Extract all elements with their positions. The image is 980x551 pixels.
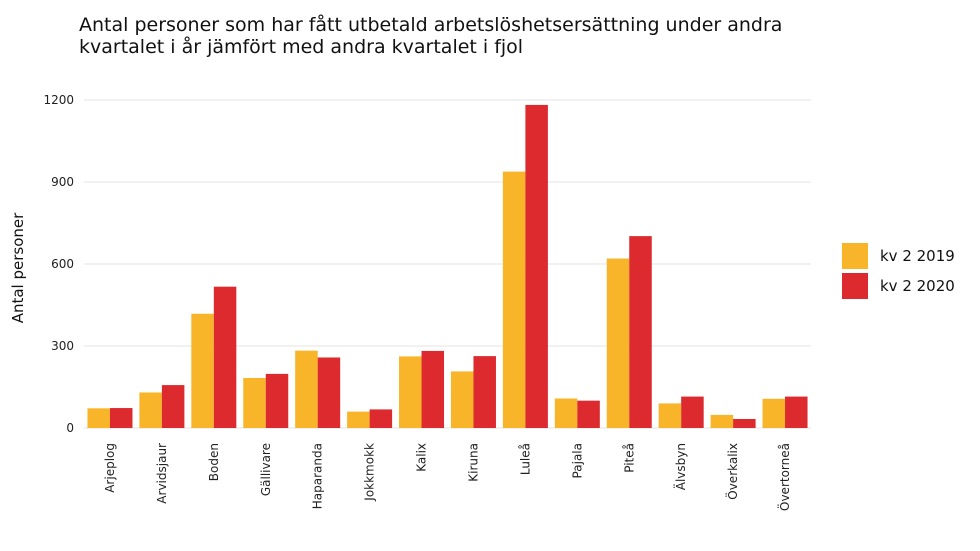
x-tick-label: Boden bbox=[207, 443, 221, 481]
chart-title: Antal personer som har fått utbetald arb… bbox=[79, 14, 839, 58]
bar-haparanda-2019 bbox=[295, 350, 318, 428]
bar-kiruna-2020 bbox=[473, 356, 496, 428]
x-tick-label: Arvidsjaur bbox=[155, 443, 169, 504]
legend-label: kv 2 2020 bbox=[880, 277, 955, 295]
bar-arvidsjaur-2019 bbox=[139, 392, 162, 428]
legend-label: kv 2 2019 bbox=[880, 247, 955, 265]
bar-gällivare-2020 bbox=[265, 373, 289, 428]
legend: kv 2 2019 kv 2 2020 bbox=[842, 243, 955, 299]
x-tick-label: Gällivare bbox=[259, 443, 273, 496]
bar-luleå-2019 bbox=[502, 171, 526, 428]
y-tick-label: 900 bbox=[51, 175, 74, 189]
x-tick-label: Kiruna bbox=[466, 443, 480, 482]
x-tick-label: Pajala bbox=[570, 443, 584, 478]
bar-kalix-2020 bbox=[421, 350, 445, 428]
chart-title-line-2: kvartalet i år jämfört med andra kvartal… bbox=[79, 36, 524, 58]
bar-piteå-2020 bbox=[629, 236, 652, 428]
legend-swatch bbox=[842, 243, 868, 269]
bar-arjeplog-2019 bbox=[87, 408, 110, 428]
x-tick-label: Luleå bbox=[518, 443, 532, 475]
x-tick-label: Kalix bbox=[415, 443, 429, 472]
bar-piteå-2019 bbox=[606, 258, 630, 428]
bar-älvsbyn-2020 bbox=[681, 396, 704, 428]
bar-överkalix-2020 bbox=[733, 418, 756, 428]
bar-pajala-2020 bbox=[577, 400, 600, 428]
bar-kalix-2019 bbox=[399, 356, 422, 428]
x-tick-label: Överkalix bbox=[724, 443, 740, 500]
x-axis-ticks: Arjeplog Arvidsjaur Boden Gällivare Haparand… bbox=[103, 443, 792, 511]
bar-luleå-2020 bbox=[525, 104, 548, 429]
y-tick-label: 300 bbox=[51, 339, 74, 353]
x-tick-label: Älvsbyn bbox=[673, 443, 688, 490]
bar-boden-2020 bbox=[213, 286, 237, 428]
bar-älvsbyn-2019 bbox=[658, 403, 682, 428]
bar-gällivare-2019 bbox=[243, 377, 266, 428]
bar-pajala-2019 bbox=[554, 398, 578, 428]
x-tick-label: Haparanda bbox=[311, 443, 325, 509]
legend-swatch bbox=[842, 273, 868, 299]
x-tick-label: Övertorneå bbox=[776, 443, 792, 511]
x-tick-label: Jokkmokk bbox=[363, 443, 377, 502]
bar-haparanda-2020 bbox=[317, 357, 341, 428]
x-tick-label: Piteå bbox=[622, 443, 636, 473]
x-tick-label: Arjeplog bbox=[103, 443, 117, 493]
bar-arvidsjaur-2020 bbox=[161, 385, 185, 428]
bar-jokkmokk-2019 bbox=[347, 411, 370, 428]
bar-arjeplog-2020 bbox=[109, 408, 133, 428]
y-axis-label: Antal personer bbox=[9, 212, 27, 323]
bars bbox=[87, 104, 808, 429]
bar-kiruna-2019 bbox=[450, 371, 474, 428]
bar-övertorneå-2019 bbox=[762, 398, 786, 428]
y-axis-ticks: 0 300 600 900 1200 bbox=[43, 93, 74, 435]
bar-överkalix-2019 bbox=[710, 414, 734, 428]
y-tick-label: 600 bbox=[51, 257, 74, 271]
bar-boden-2019 bbox=[191, 313, 214, 428]
y-tick-label: 1200 bbox=[43, 93, 74, 107]
bar-jokkmokk-2020 bbox=[369, 409, 393, 428]
chart-title-line-1: Antal personer som har fått utbetald arb… bbox=[79, 14, 783, 36]
y-tick-label: 0 bbox=[66, 421, 74, 435]
bar-övertorneå-2020 bbox=[785, 396, 808, 428]
